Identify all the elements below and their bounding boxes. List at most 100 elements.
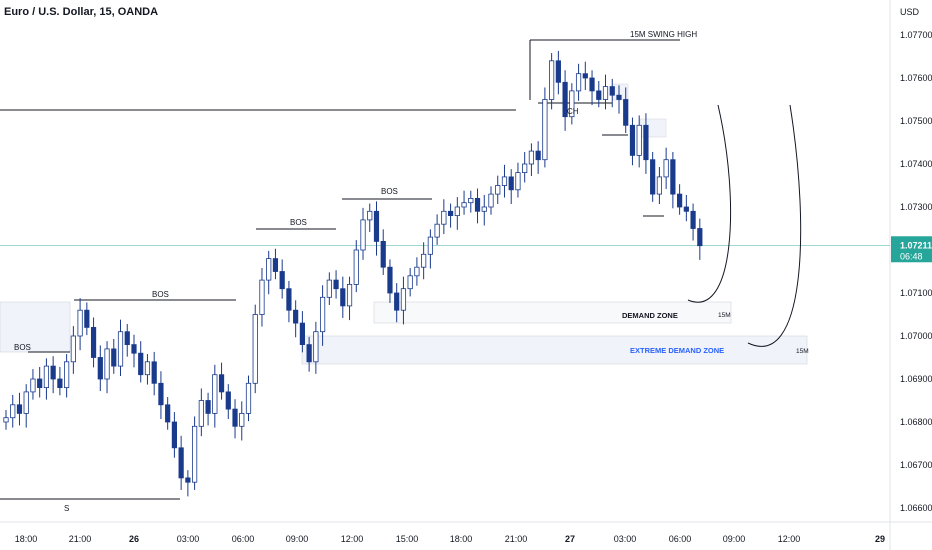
annotation-labels-layer: 15M SWING HIGH CH BOS BOS BOS BOS S DEMAND ZONE… [14,30,809,513]
price-tick-label: 1.06600 [900,503,932,513]
candle-up [3,417,9,423]
candle-down [299,322,305,346]
extreme-demand-zone-label: EXTREME DEMAND ZONE [630,346,724,355]
candle-up [461,202,467,208]
candle-down [84,309,90,328]
candle-down [582,73,588,79]
candle-down [279,271,285,290]
candle-down [272,258,279,272]
candle-down [151,361,157,384]
candle-up [43,365,50,389]
candle-down [158,382,164,406]
demand-zone-timeframe: 15M [718,312,731,319]
candle-down [589,77,595,92]
candle-up [192,425,198,483]
candle-up [400,288,407,311]
candle-up [245,382,252,414]
candle-down [650,159,656,195]
candle-down [57,378,63,388]
candle-up [454,206,460,216]
swing-high-label: 15M SWING HIGH [630,30,697,39]
candle-down [138,352,144,376]
candle-down [609,86,615,96]
candle-up [663,159,669,178]
candle-down [293,309,299,324]
candle-down [111,348,117,367]
bos-label: BOS [381,187,398,196]
structure-lines-layer [0,39,890,500]
candle-up [468,197,474,204]
time-tick-label: 06:00 [669,534,692,544]
candle-down [643,124,649,161]
candle-down [474,197,481,212]
chart-title: Euro / U.S. Dollar, 15, OANDA [4,6,159,18]
price-tick-label: 1.06900 [900,374,932,384]
candle-down [683,206,689,212]
candle-down [623,99,629,126]
price-tick-label: 1.07100 [900,288,932,298]
candle-down [697,228,703,247]
extreme-demand-zone-timeframe: 15M [796,348,809,355]
candle-down [90,326,97,358]
time-tick-label: 12:00 [778,534,801,544]
candle-up [104,348,110,380]
candle-down [225,391,231,410]
s-label: S [64,504,69,513]
bar-countdown: 06:48 [900,251,923,261]
candle-up [501,176,508,186]
candle-up [569,90,575,118]
price-tick-label: 1.07000 [900,331,932,341]
time-tick-label: 15:00 [396,534,419,544]
candles-layer [3,50,703,497]
current-price-tag [891,236,932,263]
candle-up [64,361,70,388]
time-tick-label: 29 [875,534,885,544]
left-zone-box [0,301,71,353]
price-tick-label: 1.06700 [900,460,932,470]
projection-curve [747,104,802,347]
price-tick-label: 1.07500 [900,116,932,126]
candle-up [488,193,494,208]
candle-up [414,266,420,277]
candle-up [77,309,83,337]
candle-up [144,361,151,376]
candle-down [16,404,23,414]
projection-curve [687,104,732,303]
price-tick-label: 1.07700 [900,30,932,40]
candle-down [218,374,225,393]
time-tick-label: 09:00 [286,534,309,544]
candle-up [602,86,609,100]
candle-down [373,210,380,242]
candle-down [165,404,171,423]
time-tick-label: 27 [565,534,575,544]
axes-layer: 1.07700 1.07600 1.07500 1.07400 1.07300 1.071… [15,30,932,544]
time-tick-label: 21:00 [505,534,528,544]
candle-down [555,60,561,83]
candle-down [387,266,393,294]
candle-down [380,240,386,268]
candle-down [677,193,683,208]
candle-up [575,73,582,92]
bos-label: BOS [152,290,169,299]
candle-up [528,150,535,165]
price-tick-label: 1.07400 [900,159,932,169]
candle-up [441,210,447,225]
candle-up [212,374,218,414]
bos-label: BOS [290,218,307,227]
candle-down [333,279,339,290]
price-tick-label: 1.07600 [900,73,932,83]
candle-down [629,124,636,156]
candle-down [616,94,622,100]
candle-up [515,172,521,191]
candle-up [360,219,366,251]
extreme-demand-zone-box [301,335,808,365]
candle-up [70,335,76,363]
time-tick-label: 18:00 [15,534,38,544]
candle-down [286,288,292,311]
ch-label: CH [567,107,579,116]
candle-up [656,176,663,195]
currency-label: USD [900,7,920,17]
time-tick-label: 18:00 [450,534,473,544]
candle-down [690,210,696,229]
